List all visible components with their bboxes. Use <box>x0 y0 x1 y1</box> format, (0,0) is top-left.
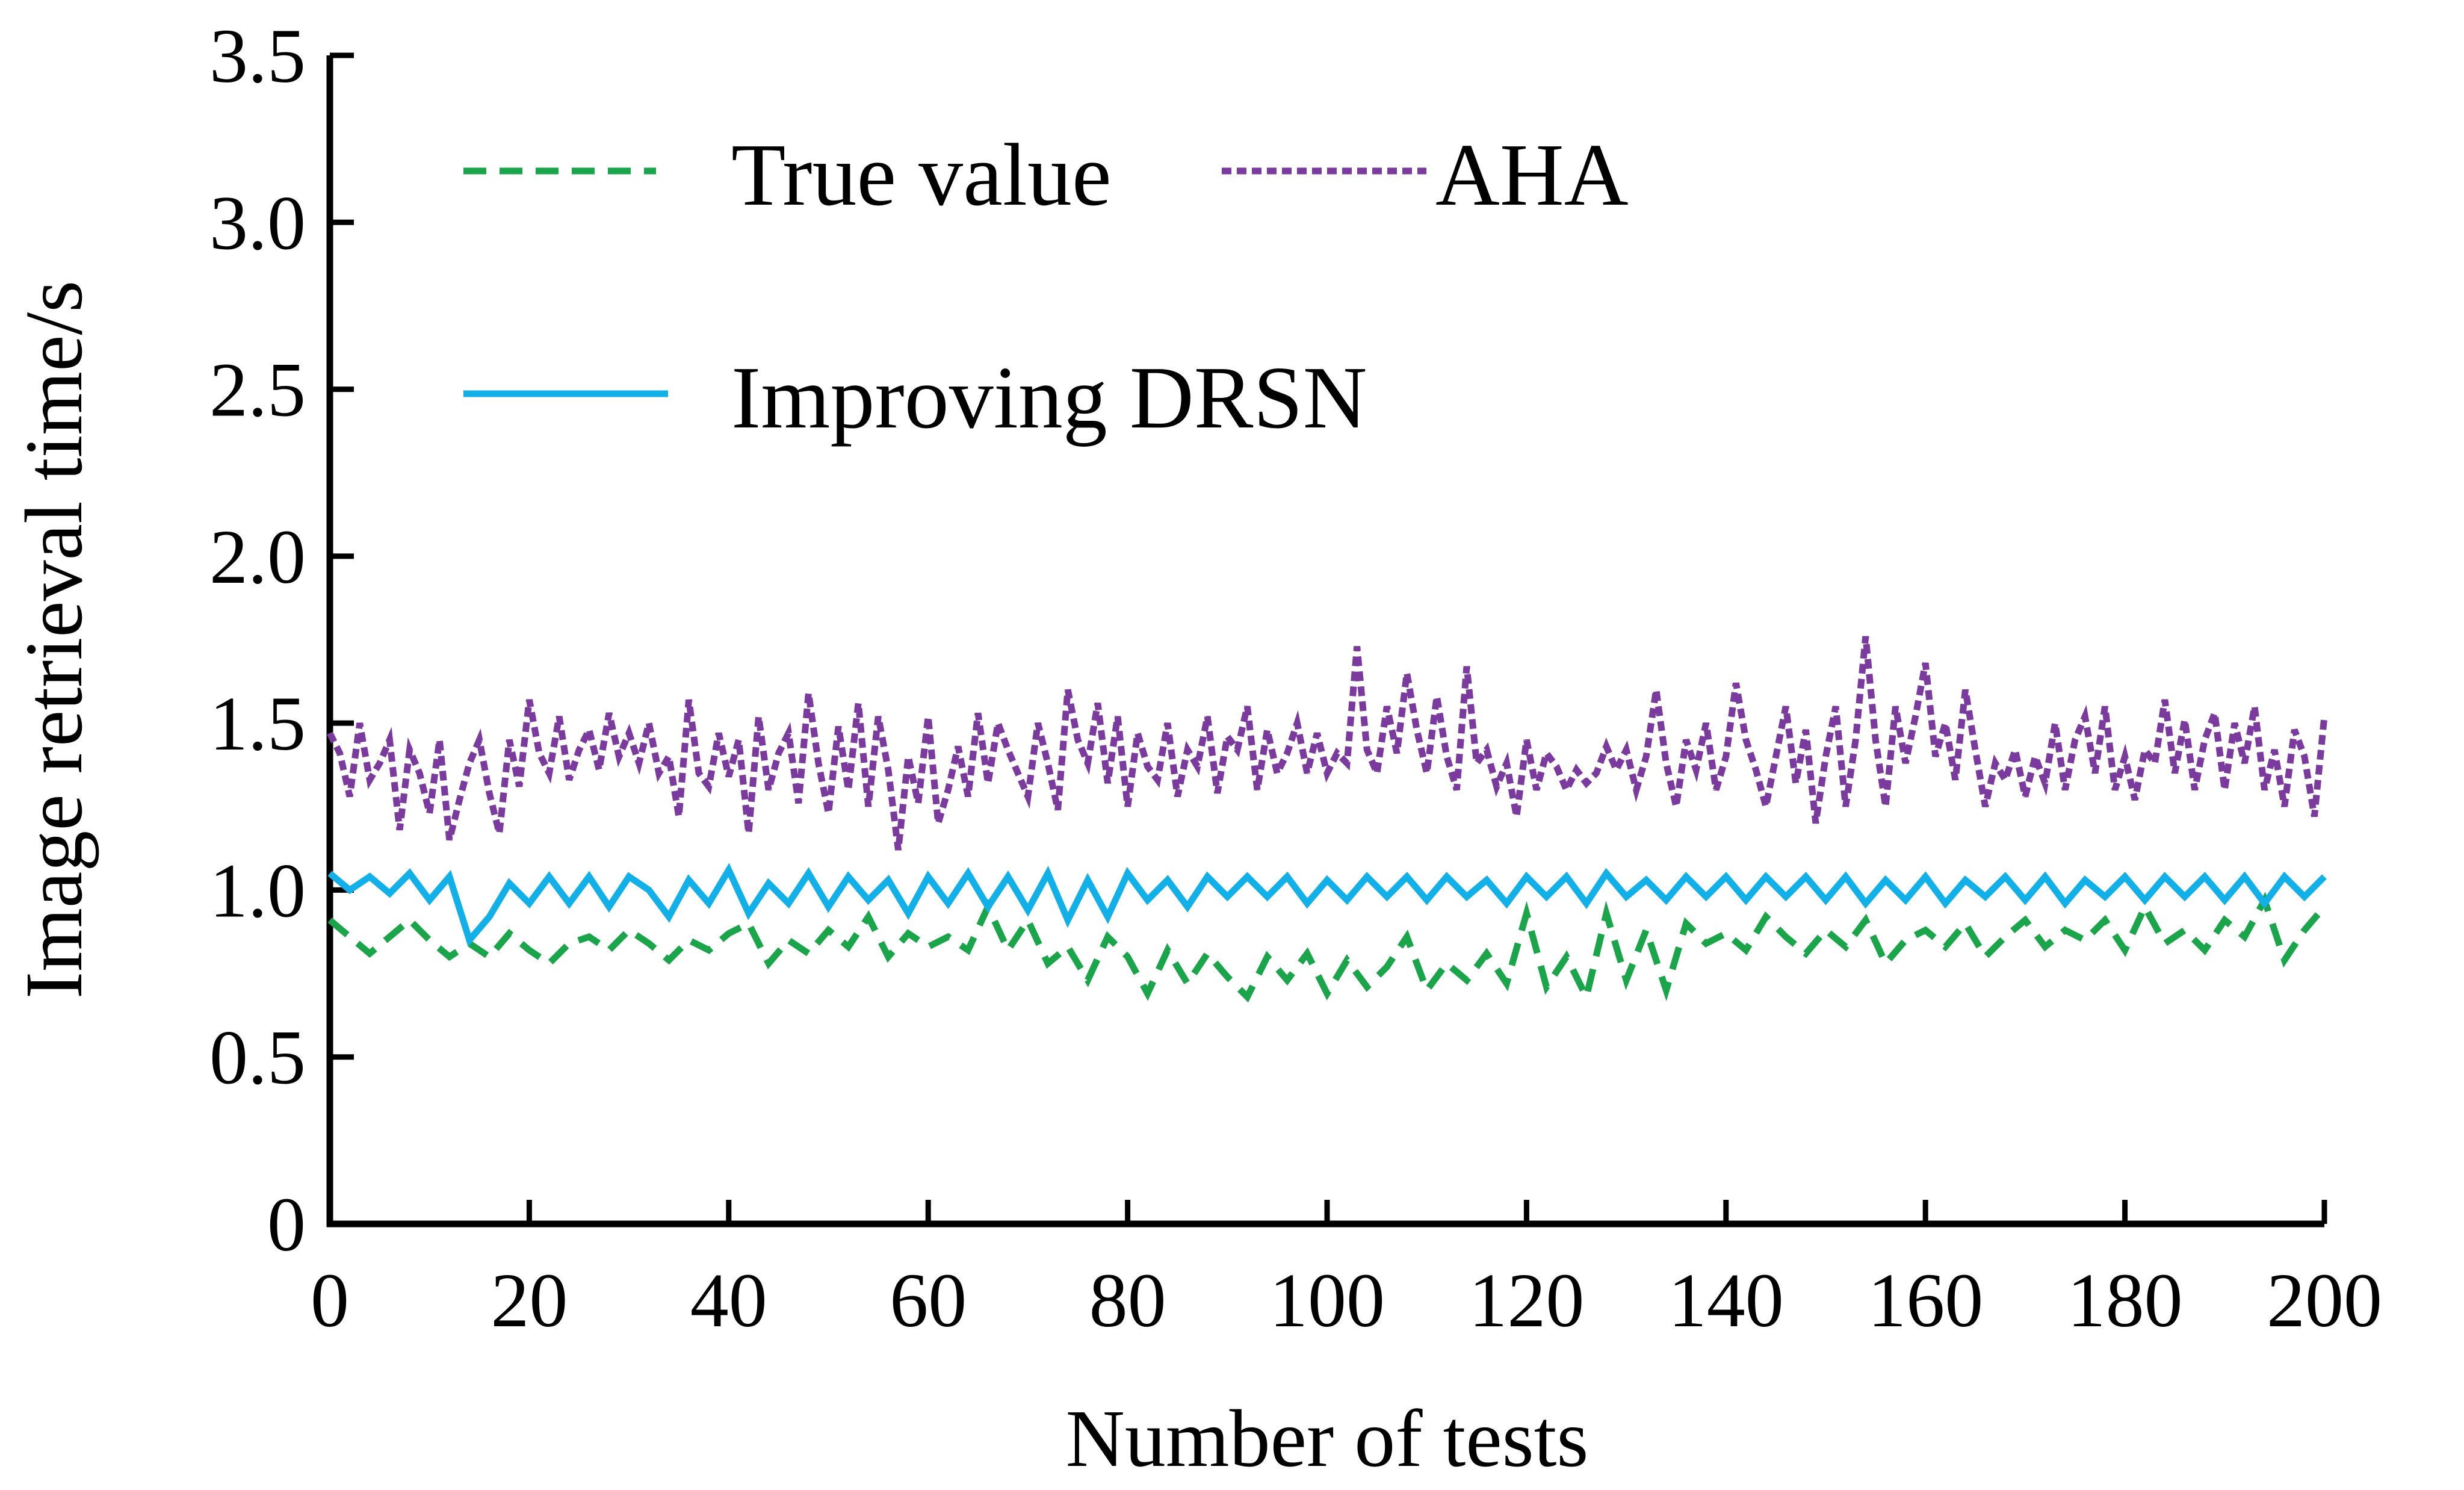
x-tick-label: 20 <box>491 1258 568 1343</box>
series-line-true-value <box>327 892 2327 1007</box>
x-axis-ticks: 0 20 40 60 80 100 120 140 160 180 200 <box>311 1200 2382 1343</box>
y-tick-label: 2.0 <box>209 514 306 600</box>
x-tick-label: 120 <box>1469 1258 1584 1343</box>
y-axis-ticks: 0 0.5 1.0 1.5 2.0 2.5 3.0 3.5 <box>209 13 354 1267</box>
y-tick-label: 1.5 <box>209 681 306 766</box>
legend-label: True value <box>731 126 1112 225</box>
x-tick-label: 180 <box>2067 1258 2183 1343</box>
legend-label: Improving DRSN <box>731 349 1367 447</box>
x-tick-label: 100 <box>1269 1258 1385 1343</box>
x-tick-label: 0 <box>311 1258 349 1343</box>
y-tick-label: 0.5 <box>209 1015 306 1100</box>
x-tick-label: 60 <box>890 1258 967 1343</box>
legend-label: AHA <box>1435 126 1629 225</box>
x-tick-label: 80 <box>1089 1258 1166 1343</box>
x-tick-label: 160 <box>1868 1258 1983 1343</box>
x-tick-label: 40 <box>690 1258 767 1343</box>
y-tick-label: 0 <box>267 1182 306 1267</box>
axes: 0 0.5 1.0 1.5 2.0 2.5 3.0 3.5 0 20 40 60 80 100 120 14… <box>209 13 2382 1343</box>
y-tick-label: 3.5 <box>209 13 306 99</box>
y-tick-label: 1.0 <box>209 848 306 933</box>
y-tick-label: 3.0 <box>209 180 306 265</box>
legend: True value AHA Improving DRSN <box>463 126 1629 447</box>
x-tick-label: 140 <box>1668 1258 1784 1343</box>
series-layer <box>327 636 2328 1007</box>
y-tick-label: 2.5 <box>209 347 306 433</box>
x-axis-title: Number of tests <box>1066 1394 1589 1484</box>
series-line-improving-drsn <box>327 863 2327 947</box>
series-line-aha <box>327 636 2328 851</box>
y-axis-title: Image retrieval time/s <box>9 281 99 999</box>
x-tick-label: 200 <box>2267 1258 2382 1343</box>
